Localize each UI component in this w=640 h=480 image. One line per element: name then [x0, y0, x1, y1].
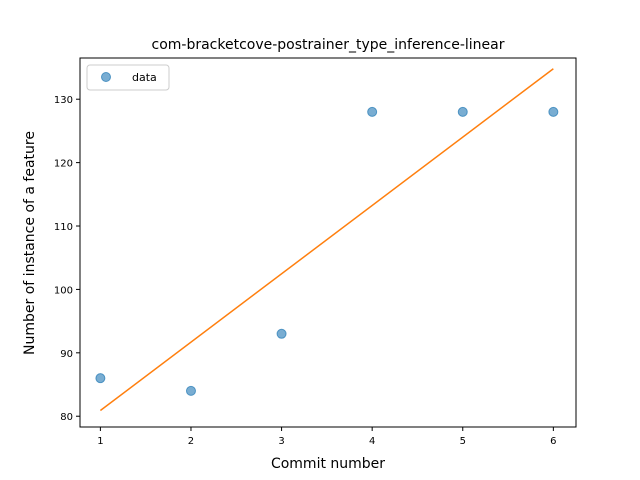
y-tick-label: 100	[54, 285, 73, 296]
x-tick-label: 1	[97, 436, 103, 447]
y-tick-label: 110	[54, 222, 73, 233]
data-point	[185, 385, 196, 396]
legend-label: data	[132, 71, 157, 84]
y-axis-ticks: 80 90 100 110 120 130	[54, 95, 80, 423]
y-tick-label: 80	[60, 412, 73, 423]
legend-box	[86, 64, 170, 91]
y-tick-label: 130	[54, 95, 73, 106]
chart-title: com-bracketcove-postrainer_type_inferenc…	[152, 37, 505, 53]
x-tick-label: 5	[460, 436, 466, 447]
x-tick-label: 2	[188, 436, 194, 447]
x-tick-label: 4	[369, 436, 375, 447]
x-axis-ticks: 1 2 3 4 5 6	[97, 427, 557, 447]
x-tick-label: 6	[550, 436, 556, 447]
data-point	[457, 106, 468, 117]
x-tick-label: 3	[278, 436, 284, 447]
data-point	[548, 106, 559, 117]
plot-area	[79, 57, 577, 428]
x-axis-label: Commit number	[271, 456, 385, 472]
legend-marker	[101, 72, 111, 82]
data-point	[367, 106, 378, 117]
fit-line	[99, 68, 554, 412]
axes-frame	[79, 57, 577, 428]
y-tick-label: 120	[54, 159, 73, 170]
y-axis-label: Number of instance of a feature	[22, 131, 38, 355]
legend: data	[86, 64, 170, 91]
data-point	[95, 373, 106, 384]
data-point	[276, 328, 287, 339]
y-tick-label: 90	[60, 349, 73, 360]
